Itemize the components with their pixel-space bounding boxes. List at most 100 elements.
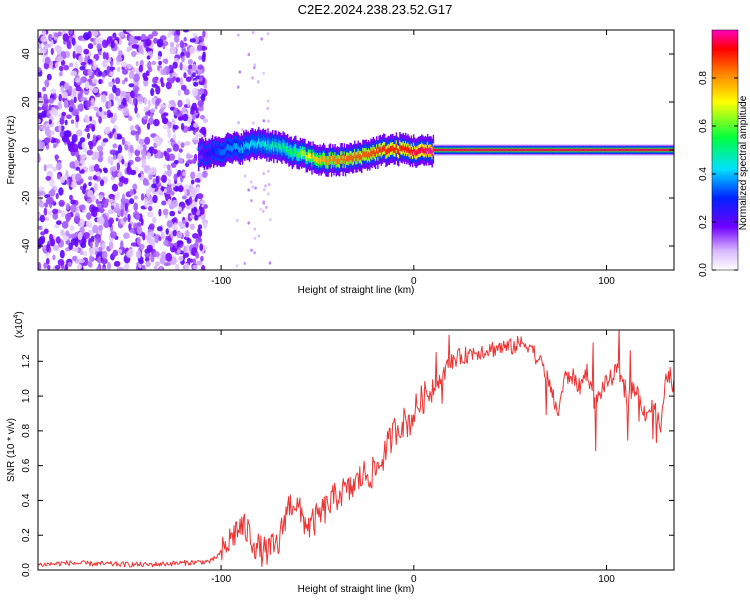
noise-speckle	[92, 134, 97, 143]
ridge-segment	[625, 148, 628, 152]
noise-speckle	[158, 191, 164, 196]
noise-speckle	[267, 119, 270, 123]
ridge-segment	[383, 145, 385, 151]
noise-speckle	[68, 85, 73, 94]
noise-speckle	[91, 156, 96, 161]
ridge-segment	[343, 154, 346, 161]
ridge-segment	[340, 154, 342, 161]
ridge-segment	[262, 140, 265, 146]
noise-speckle	[125, 30, 133, 33]
noise-speckle	[108, 217, 115, 225]
noise-speckle	[38, 262, 42, 270]
noise-speckle	[102, 59, 108, 68]
noise-speckle	[111, 183, 118, 192]
ridge-segment	[572, 148, 574, 152]
noise-speckle	[72, 255, 77, 262]
ridge-segment	[524, 148, 526, 152]
noise-speckle	[152, 76, 158, 84]
ridge-segment	[355, 155, 357, 162]
noise-speckle	[108, 93, 115, 102]
ridge-segment	[437, 148, 439, 152]
noise-speckle	[110, 231, 117, 239]
noise-speckle	[115, 191, 120, 201]
noise-speckle	[102, 51, 107, 60]
ridge-segment	[659, 148, 661, 152]
noise-speckle	[113, 131, 118, 141]
noise-speckle	[70, 233, 77, 239]
ridge-segment	[511, 148, 513, 152]
noise-speckle	[117, 98, 122, 106]
noise-speckle	[46, 243, 50, 253]
ridge-segment	[522, 148, 525, 152]
ridge-segment	[620, 148, 622, 152]
noise-speckle	[235, 264, 239, 268]
ridge-segment	[609, 148, 611, 152]
ridge-segment	[562, 148, 564, 152]
noise-speckle	[86, 149, 94, 156]
y-tick-label: 0.8	[21, 423, 32, 437]
noise-speckle	[173, 34, 180, 43]
ridge-segment	[644, 148, 646, 152]
noise-speckle	[137, 126, 141, 135]
noise-speckle	[181, 56, 185, 63]
ridge-segment	[201, 148, 203, 155]
ridge-segment	[590, 148, 592, 152]
noise-speckle	[126, 46, 131, 53]
noise-speckle	[88, 123, 93, 129]
noise-speckle	[43, 216, 50, 222]
ridge-segment	[314, 156, 317, 162]
noise-speckle	[257, 80, 260, 84]
ridge-segment	[667, 148, 669, 152]
noise-speckle	[90, 37, 95, 42]
noise-speckle	[159, 104, 166, 109]
ridge-segment	[601, 148, 603, 152]
colorbar-tick-label: 0.6	[698, 119, 709, 133]
noise-speckle	[138, 173, 142, 178]
ridge-segment	[229, 145, 231, 152]
noise-speckle	[152, 216, 157, 224]
noise-speckle	[121, 91, 127, 97]
noise-speckle	[58, 187, 64, 196]
noise-speckle	[46, 73, 52, 81]
noise-speckle	[182, 65, 189, 72]
noise-speckle	[145, 260, 151, 267]
ridge-segment	[637, 148, 639, 152]
noise-speckle	[65, 169, 69, 177]
ridge-segment	[627, 148, 629, 152]
ridge-segment	[376, 147, 378, 154]
ridge-segment	[278, 143, 281, 150]
noise-speckle	[92, 224, 98, 234]
ridge-segment	[606, 148, 608, 152]
noise-speckle	[79, 137, 86, 143]
noise-speckle	[93, 174, 98, 181]
snr-multiplier-text: (x10	[14, 318, 25, 338]
noise-speckle	[48, 119, 52, 125]
noise-speckle	[55, 139, 61, 144]
noise-speckle	[77, 231, 83, 241]
noise-speckle	[157, 38, 164, 48]
ridge-segment	[629, 148, 631, 152]
noise-speckle	[126, 63, 133, 70]
noise-speckle	[186, 154, 194, 159]
noise-speckle	[156, 226, 163, 232]
ridge-segment	[354, 152, 356, 158]
noise-speckle	[134, 105, 138, 114]
noise-speckle	[191, 102, 198, 111]
ridge-segment	[610, 148, 613, 152]
ridge-segment	[518, 148, 520, 152]
noise-speckle	[66, 138, 71, 146]
ridge-segment	[580, 148, 583, 152]
ridge-segment	[350, 154, 352, 161]
noise-speckle	[160, 251, 167, 259]
noise-speckle	[253, 63, 256, 67]
ridge-segment	[260, 142, 262, 148]
noise-speckle	[38, 106, 42, 111]
colorbar	[711, 29, 739, 271]
noise-speckle	[98, 246, 103, 252]
ridge-segment	[544, 148, 547, 152]
noise-speckle	[83, 32, 90, 41]
noise-speckle	[169, 46, 177, 55]
ridge-segment	[664, 148, 666, 152]
ridge-segment	[543, 148, 546, 152]
noise-speckle	[107, 261, 111, 270]
